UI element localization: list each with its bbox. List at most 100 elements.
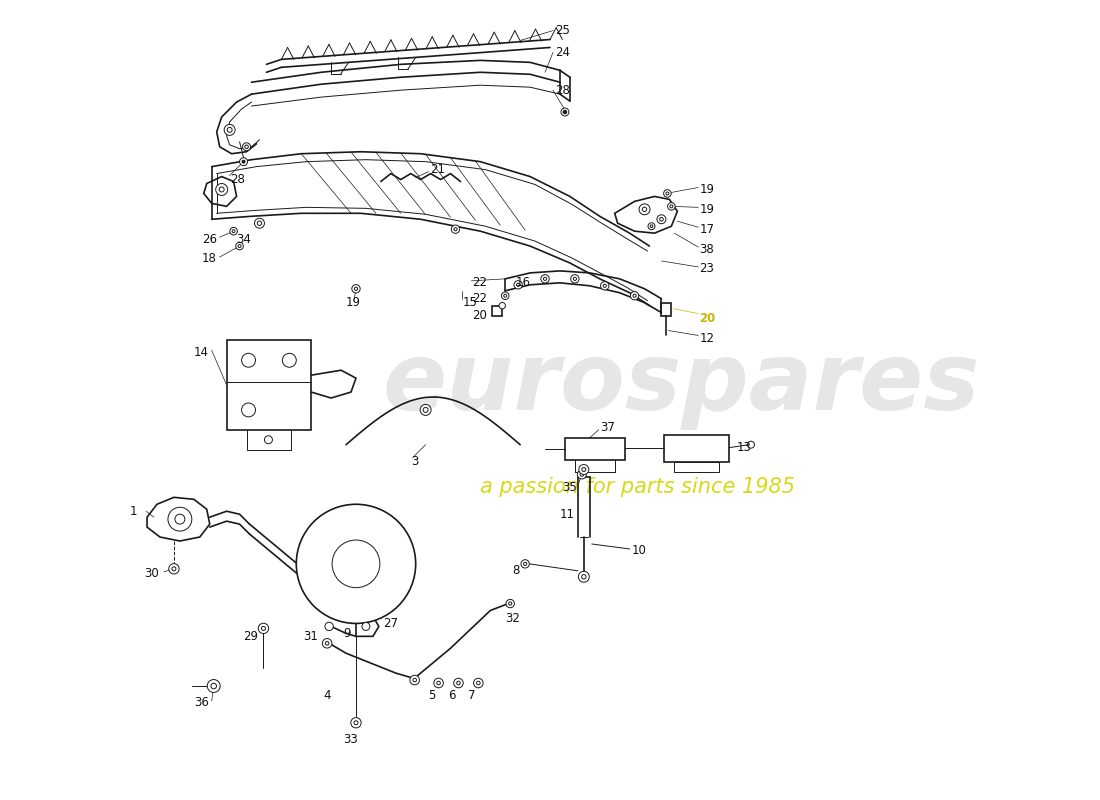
Circle shape [235, 242, 243, 250]
Circle shape [563, 110, 566, 114]
Text: 34: 34 [236, 233, 252, 246]
Circle shape [579, 465, 588, 474]
Circle shape [650, 225, 653, 228]
Circle shape [324, 622, 333, 630]
Circle shape [168, 564, 179, 574]
Text: 37: 37 [600, 422, 615, 434]
Text: 13: 13 [737, 441, 752, 454]
Circle shape [663, 190, 671, 198]
Circle shape [242, 354, 255, 367]
Circle shape [506, 599, 515, 608]
Circle shape [648, 222, 654, 230]
Text: 22: 22 [472, 292, 487, 306]
Circle shape [524, 562, 527, 566]
Circle shape [326, 642, 329, 645]
Circle shape [639, 204, 650, 214]
Circle shape [666, 192, 669, 195]
Circle shape [433, 678, 443, 688]
Text: 12: 12 [700, 332, 714, 345]
Circle shape [258, 623, 268, 634]
Circle shape [232, 230, 235, 233]
Text: 4: 4 [323, 690, 331, 702]
Text: 14: 14 [194, 346, 209, 359]
Circle shape [296, 504, 416, 623]
Text: 32: 32 [505, 612, 520, 625]
Circle shape [420, 405, 431, 415]
Circle shape [630, 291, 639, 300]
Circle shape [211, 683, 217, 689]
Circle shape [578, 470, 586, 479]
Circle shape [504, 294, 507, 298]
Circle shape [642, 207, 647, 211]
Text: 36: 36 [194, 696, 209, 710]
Circle shape [254, 218, 264, 228]
Circle shape [601, 282, 609, 290]
Circle shape [514, 281, 522, 289]
Circle shape [454, 228, 458, 230]
Circle shape [748, 442, 755, 448]
Circle shape [207, 679, 220, 693]
Text: 6: 6 [449, 690, 456, 702]
Circle shape [521, 560, 529, 568]
Circle shape [474, 678, 483, 688]
Text: 21: 21 [430, 163, 446, 176]
Circle shape [660, 218, 663, 221]
Circle shape [230, 227, 238, 235]
Text: 10: 10 [631, 545, 647, 558]
Text: 31: 31 [304, 630, 318, 643]
Text: 7: 7 [469, 690, 476, 702]
Circle shape [412, 678, 417, 682]
Circle shape [238, 245, 241, 247]
Text: 11: 11 [560, 508, 575, 521]
Text: 26: 26 [201, 233, 217, 246]
Text: a passion for parts since 1985: a passion for parts since 1985 [480, 478, 795, 498]
Circle shape [580, 473, 584, 476]
Circle shape [541, 274, 549, 283]
Circle shape [264, 436, 273, 444]
Text: 8: 8 [513, 564, 519, 578]
Circle shape [216, 183, 228, 195]
Circle shape [240, 158, 248, 166]
Circle shape [175, 514, 185, 524]
Text: 35: 35 [562, 481, 576, 494]
Text: 28: 28 [556, 84, 570, 97]
Circle shape [456, 682, 460, 685]
Circle shape [332, 540, 380, 588]
Circle shape [354, 721, 358, 725]
Circle shape [352, 285, 360, 293]
Circle shape [351, 718, 361, 728]
Text: 38: 38 [700, 242, 714, 255]
Text: eurospares: eurospares [383, 338, 980, 430]
Circle shape [283, 354, 296, 367]
Circle shape [424, 407, 428, 413]
Text: 15: 15 [462, 296, 477, 309]
Text: 28: 28 [230, 173, 244, 186]
Text: 5: 5 [429, 690, 436, 702]
Circle shape [573, 278, 576, 281]
Circle shape [543, 278, 547, 281]
Circle shape [561, 108, 569, 116]
Circle shape [172, 567, 176, 571]
Circle shape [582, 574, 586, 579]
Circle shape [499, 302, 505, 309]
Circle shape [508, 602, 512, 605]
Circle shape [437, 682, 440, 685]
Text: 29: 29 [243, 630, 258, 643]
Circle shape [242, 160, 245, 163]
Circle shape [453, 678, 463, 688]
Text: 30: 30 [144, 567, 158, 580]
Circle shape [668, 202, 675, 210]
Text: 16: 16 [515, 276, 530, 290]
Circle shape [571, 274, 579, 283]
Circle shape [257, 221, 262, 226]
Circle shape [219, 187, 224, 192]
Circle shape [670, 205, 673, 208]
Circle shape [410, 675, 419, 685]
Circle shape [262, 626, 265, 630]
Text: 18: 18 [201, 253, 217, 266]
Text: 17: 17 [700, 222, 714, 236]
Circle shape [224, 125, 235, 135]
Circle shape [579, 571, 590, 582]
Text: 25: 25 [556, 24, 570, 37]
Text: 1: 1 [130, 505, 138, 518]
